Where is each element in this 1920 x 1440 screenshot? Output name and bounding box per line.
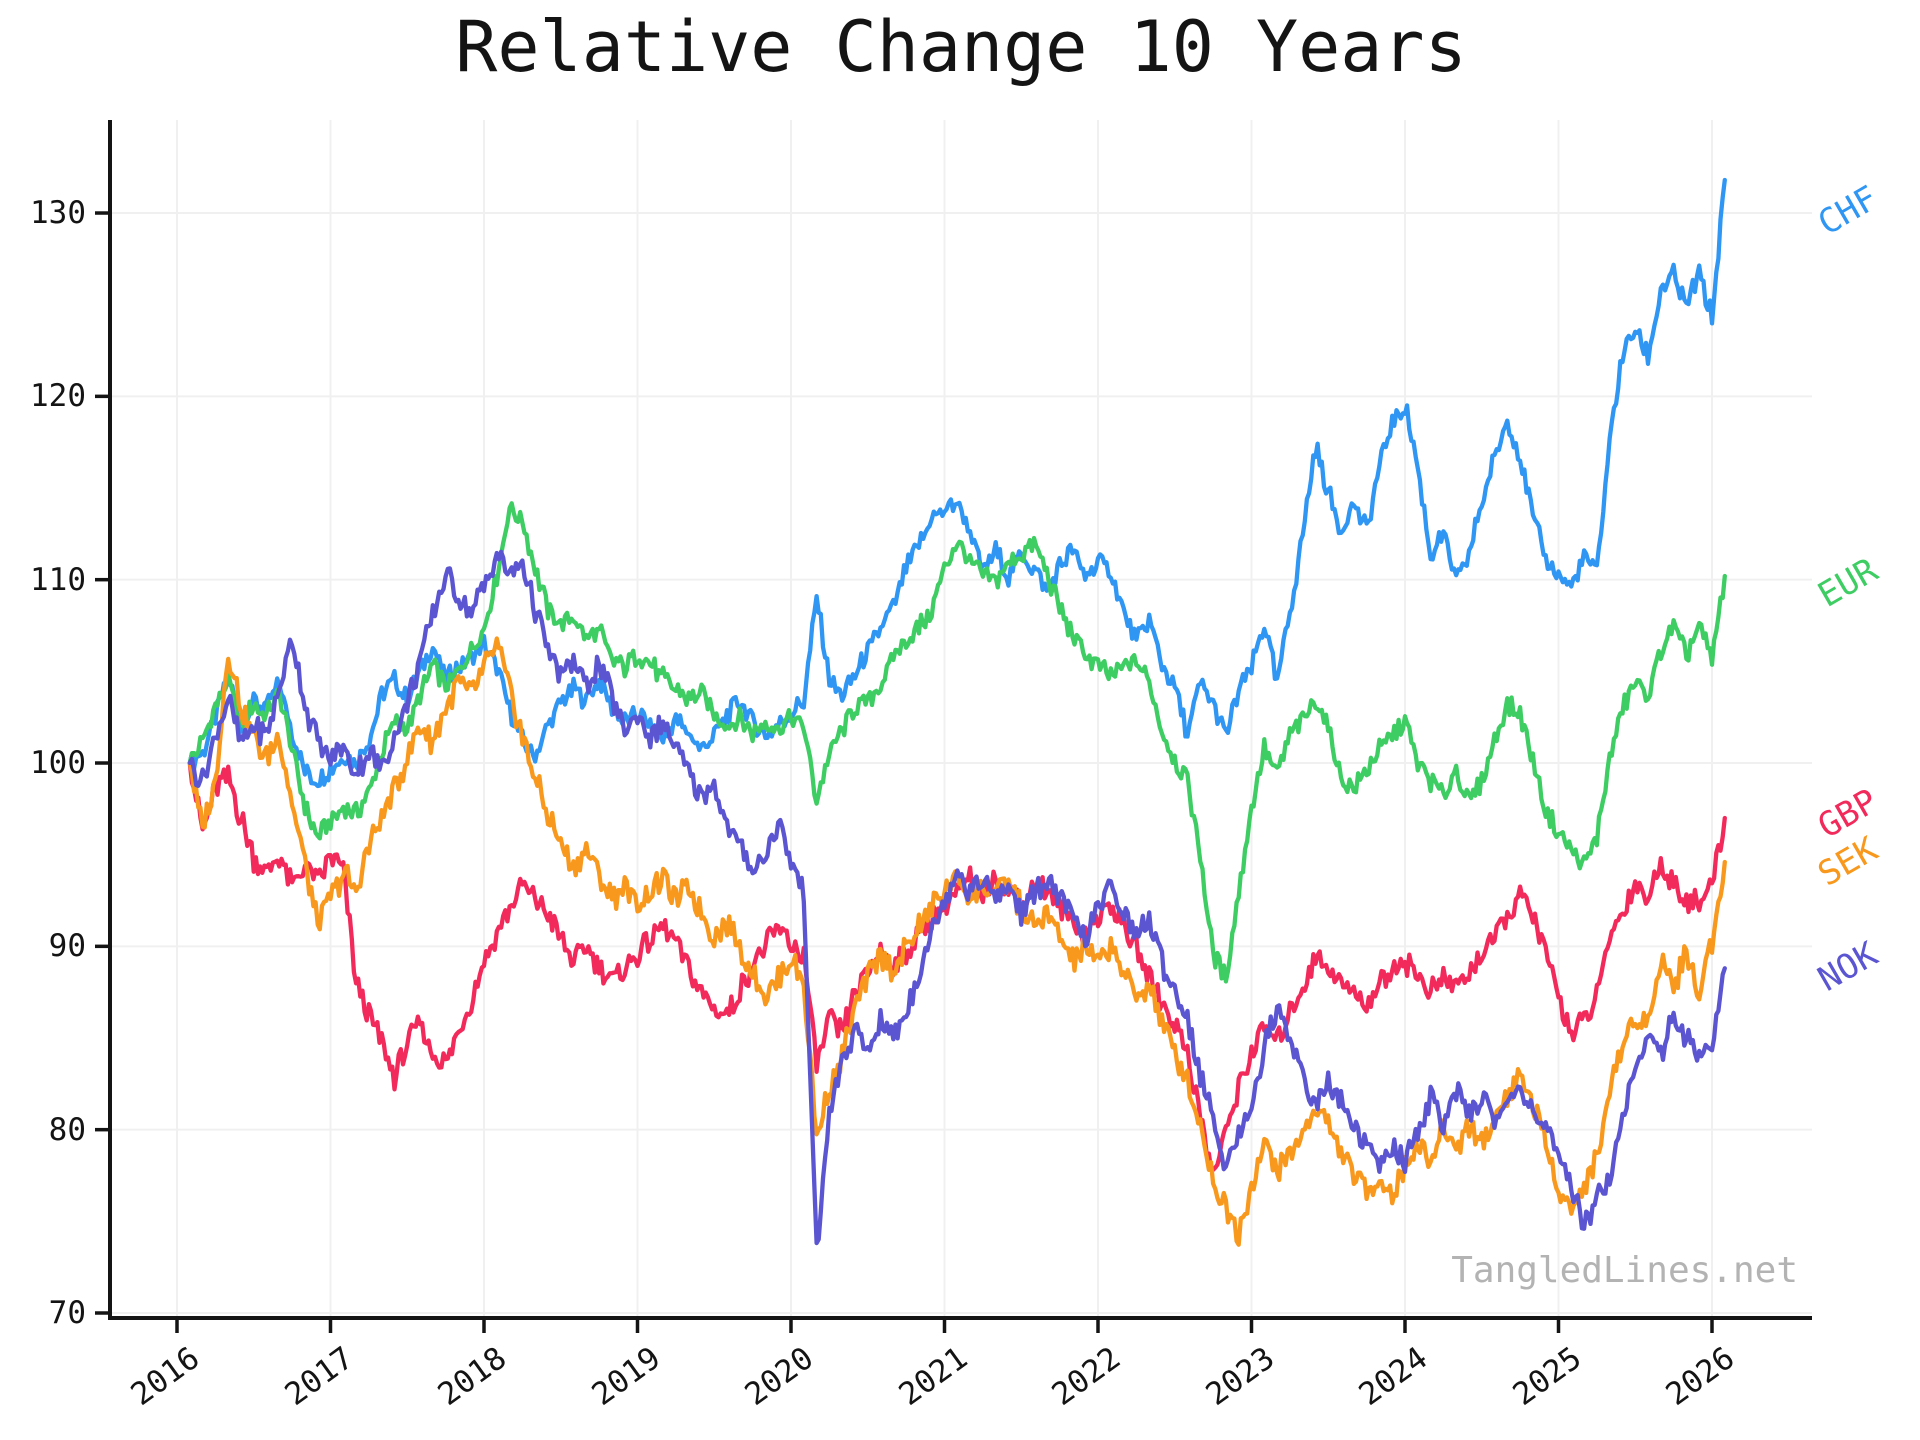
watermark: TangledLines.net [1451,1250,1798,1291]
y-tick-label: 110 [30,561,86,598]
y-tick-label: 130 [30,195,86,232]
y-tick-label: 80 [48,1111,86,1148]
y-tick-label: 120 [30,378,86,415]
y-tick-label: 90 [48,928,86,965]
y-tick-label: 70 [48,1295,86,1331]
series-line-EUR [187,501,1727,984]
chart-title: Relative Change 10 Years [455,6,1467,88]
series-line-NOK [187,549,1727,1246]
y-tick-label: 100 [30,745,86,781]
series-line-GBP [187,760,1727,1173]
